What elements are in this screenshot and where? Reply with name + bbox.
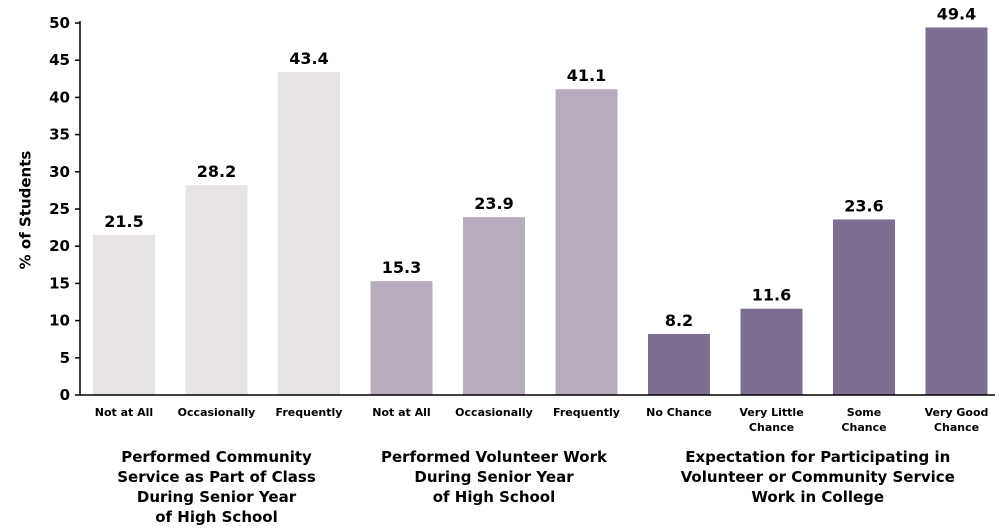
group-label: of High School [433, 488, 556, 506]
group-label: Volunteer or Community Service [681, 468, 955, 486]
x-tick-label-line: Very Good [925, 406, 989, 419]
group-label: During Senior Year [137, 488, 297, 506]
x-tick-label: Some Chance [841, 406, 886, 434]
x-tick-label: Frequently [276, 406, 343, 419]
bar [93, 235, 155, 395]
bar [648, 333, 710, 395]
value-label: 28.2 [197, 162, 236, 181]
x-tick-label: Occasionally [455, 406, 533, 419]
group-label: Expectation for Participating in [685, 448, 950, 466]
group-label: Work in College [751, 488, 884, 506]
x-tick-label: No Chance [646, 406, 712, 419]
bar [278, 72, 340, 395]
x-tick-label: Occasionally [178, 406, 256, 419]
x-tick-label-line: Chance [841, 421, 886, 434]
value-label: 23.9 [474, 194, 513, 213]
x-tick-label: Not at All [95, 406, 153, 419]
x-tick-label-line: Chance [749, 421, 794, 434]
y-tick-label: 30 [49, 163, 70, 181]
group-label: Performed Community [121, 448, 312, 466]
value-label: 41.1 [567, 66, 606, 85]
y-tick-label: 15 [49, 274, 70, 292]
x-tick-label-line: Very Little [739, 406, 803, 419]
bar [833, 219, 895, 395]
y-tick-label: 35 [49, 126, 70, 144]
value-label: 15.3 [382, 258, 421, 277]
y-tick-label: 0 [60, 386, 70, 404]
y-tick-label: 20 [49, 237, 70, 255]
bar [370, 281, 433, 395]
y-axis-label: % of Students [17, 151, 35, 270]
y-tick-label: 5 [60, 349, 70, 367]
x-tick-label-line: Chance [934, 421, 979, 434]
y-tick-label: 40 [49, 88, 70, 106]
group-label: During Senior Year [414, 468, 574, 486]
group-label: Service as Part of Class [117, 468, 316, 486]
value-label: 43.4 [289, 49, 328, 68]
group-label: Performed Volunteer Work [381, 448, 608, 466]
y-tick-label: 50 [49, 14, 70, 32]
value-label: 8.2 [665, 311, 693, 330]
bar [925, 27, 988, 396]
x-tick-label: Very Little Chance [739, 406, 803, 434]
bar [463, 217, 525, 395]
bar [740, 308, 803, 395]
value-label: 23.6 [844, 196, 883, 215]
x-tick-label: Frequently [553, 406, 620, 419]
y-tick-label: 25 [49, 200, 70, 218]
value-label: 11.6 [752, 286, 791, 305]
group-label: of High School [155, 508, 278, 526]
x-tick-label: Not at All [372, 406, 430, 419]
y-tick-label: 45 [49, 51, 70, 69]
bar [555, 89, 618, 395]
x-tick-label: Very Good Chance [925, 406, 989, 434]
x-tick-label-line: Some [847, 406, 881, 419]
bar [185, 185, 248, 395]
y-tick-label: 10 [49, 312, 70, 330]
value-label: 49.4 [937, 4, 976, 23]
value-label: 21.5 [104, 212, 143, 231]
